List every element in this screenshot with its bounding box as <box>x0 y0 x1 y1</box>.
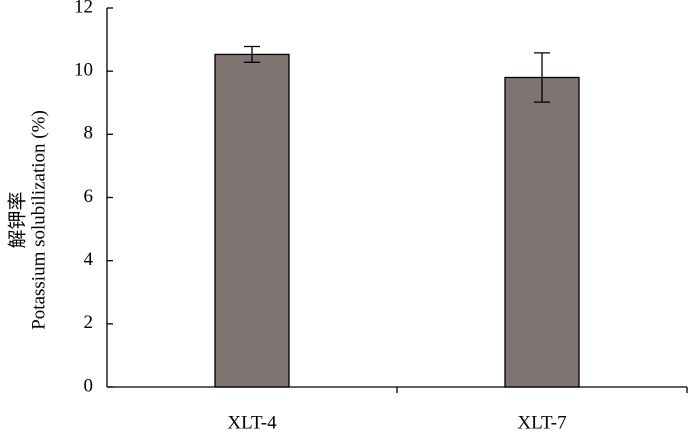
y-tick-label: 12 <box>74 0 93 17</box>
bar <box>214 53 290 388</box>
x-tick-label: XLT-7 <box>517 412 566 433</box>
y-tick-label: 10 <box>74 60 93 81</box>
x-tick-label: XLT-4 <box>227 412 277 433</box>
y-tick-label: 4 <box>84 249 94 270</box>
error-bar <box>244 45 260 63</box>
y-tick-label: 6 <box>84 186 94 207</box>
y-label-zh: 解钾率 <box>7 191 29 248</box>
y-tick-label: 2 <box>84 312 94 333</box>
y-tick-label: 8 <box>84 123 94 144</box>
bar <box>504 76 580 388</box>
y-axis-title: 解钾率 Potassium solubilization (%) <box>7 110 50 330</box>
y-tick-label: 0 <box>84 375 94 396</box>
y-label: Potassium solubilization (%) <box>28 110 49 330</box>
error-bar <box>534 52 550 103</box>
